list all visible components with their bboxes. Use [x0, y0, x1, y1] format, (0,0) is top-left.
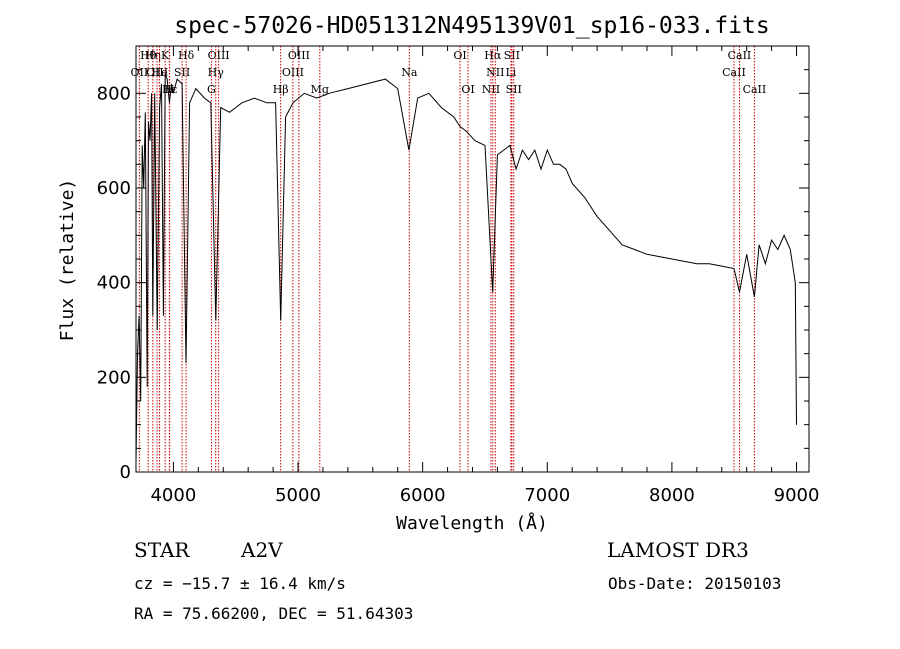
- x-tick-label-4: 8000: [649, 485, 695, 506]
- line-label-4: He: [152, 66, 168, 79]
- spectral-subclass: A2V: [241, 538, 283, 562]
- line-label-24: Li: [505, 66, 516, 79]
- line-label-22: NII: [486, 66, 504, 79]
- y-tick-label-1: 200: [97, 367, 131, 388]
- y-tick-label-2: 400: [97, 273, 131, 294]
- line-label-27: CaII: [728, 49, 752, 62]
- coordinates: RA = 75.66200, DEC = 51.64303: [134, 604, 414, 623]
- line-label-13: Hβ: [273, 83, 289, 96]
- line-label-10: OIII: [208, 49, 230, 62]
- x-tick-label-2: 6000: [400, 485, 446, 506]
- line-label-23: SII: [504, 49, 520, 62]
- y-axis-title: Flux (relative): [57, 179, 78, 342]
- line-label-15: OIII: [288, 49, 310, 62]
- x-tick-label-1: 5000: [275, 485, 321, 506]
- line-label-26: CaII: [722, 66, 746, 79]
- line-label-28: CaII: [743, 83, 767, 96]
- line-label-25: SII: [506, 83, 522, 96]
- y-tick-label-4: 800: [97, 83, 131, 104]
- x-tick-label-3: 7000: [524, 485, 570, 506]
- x-axis-title: Wavelength (Å): [396, 512, 548, 534]
- line-label-18: OI: [453, 49, 466, 62]
- x-tick-label-5: 9000: [774, 485, 820, 506]
- line-label-21: Hα: [484, 49, 502, 62]
- line-label-19: OI: [461, 83, 474, 96]
- y-tick-label-0: 0: [120, 462, 131, 483]
- x-tick-label-0: 4000: [150, 485, 196, 506]
- line-label-6: SII: [174, 66, 190, 79]
- axis-ticks: 4000 5000 6000 7000 8000 9000 0 200 400 600 800: [97, 46, 820, 506]
- line-label-16: Mg: [311, 83, 329, 96]
- line-label-7: Hδ: [178, 49, 195, 62]
- spectral-line-markers: OIIHθHηOIIIHeKSIIHδHHεOIIIHγGHβOIIIOIIIM…: [131, 46, 767, 472]
- redshift-velocity: cz = −15.7 ± 16.4 km/s: [134, 574, 346, 593]
- line-label-2: Hη: [145, 49, 161, 62]
- y-tick-label-3: 600: [97, 178, 131, 199]
- line-label-20: NII: [482, 83, 500, 96]
- line-label-17: Na: [401, 66, 418, 79]
- line-label-3: OIII: [146, 66, 168, 79]
- chart-title: spec-57026-HD051312N495139V01_sp16-033.f…: [174, 13, 769, 39]
- line-label-0: OII: [131, 66, 149, 79]
- line-label-11: Hγ: [208, 66, 225, 79]
- line-label-14: OIII: [282, 66, 304, 79]
- spectrum-line: [135, 74, 797, 463]
- plot-frame: [135, 45, 810, 473]
- object-type: STAR: [134, 538, 190, 562]
- observation-date: Obs-Date: 20150103: [608, 574, 782, 593]
- survey-name: LAMOST DR3: [607, 538, 749, 562]
- line-label-12: G: [207, 83, 216, 96]
- line-label-5: K: [161, 49, 170, 62]
